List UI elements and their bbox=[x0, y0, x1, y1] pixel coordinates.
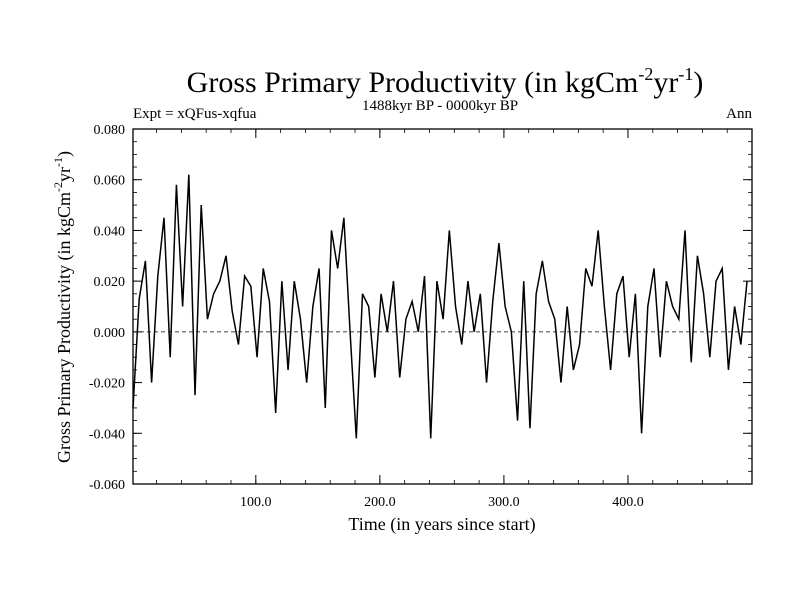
chart-title: Gross Primary Productivity (in kgCm-2yr-… bbox=[187, 64, 704, 99]
y-tick-label: 0.000 bbox=[94, 326, 126, 341]
x-tick-label: 100.0 bbox=[240, 495, 272, 510]
time-range-label: 1488kyr BP - 0000kyr BP bbox=[362, 98, 518, 114]
x-tick-label: 300.0 bbox=[488, 495, 520, 510]
season-label: Ann bbox=[726, 106, 752, 122]
x-axis-label: Time (in years since start) bbox=[348, 514, 535, 535]
chart-title-sup1: -2 bbox=[638, 64, 653, 84]
y-tick-label: -0.020 bbox=[89, 377, 125, 392]
chart-title-sup2: -1 bbox=[678, 64, 693, 84]
chart-title-mid: yr bbox=[653, 66, 678, 99]
plot-frame bbox=[132, 128, 753, 485]
y-axis-label-main: Gross Primary Productivity (in kgCm bbox=[54, 192, 75, 463]
y-tick-label: 0.060 bbox=[94, 174, 126, 189]
chart-title-main: Gross Primary Productivity (in kgCm bbox=[187, 66, 639, 99]
y-axis-label: Gross Primary Productivity (in kgCm-2yr-… bbox=[51, 151, 75, 463]
y-tick-label: 0.080 bbox=[94, 123, 126, 138]
axis-ticks: -0.060 -0.040 -0.020 0.000 0.020 0.040 0.060 0.… bbox=[89, 123, 753, 510]
y-axis-label-mid: yr bbox=[54, 167, 74, 182]
y-axis-label-sup1: -2 bbox=[51, 182, 65, 192]
y-tick-label: -0.060 bbox=[89, 478, 125, 493]
y-tick-label: -0.040 bbox=[89, 427, 125, 442]
x-tick-label: 200.0 bbox=[364, 495, 396, 510]
y-tick-label: 0.040 bbox=[94, 224, 126, 239]
y-tick-label: 0.020 bbox=[94, 275, 126, 290]
y-axis-label-sup2: -1 bbox=[51, 157, 65, 167]
x-tick-label: 400.0 bbox=[612, 495, 644, 510]
chart-title-end: ) bbox=[693, 66, 703, 99]
series-line bbox=[132, 174, 748, 439]
experiment-label: Expt = xQFus-xqfua bbox=[133, 106, 257, 122]
y-axis-label-end: ) bbox=[54, 151, 75, 157]
